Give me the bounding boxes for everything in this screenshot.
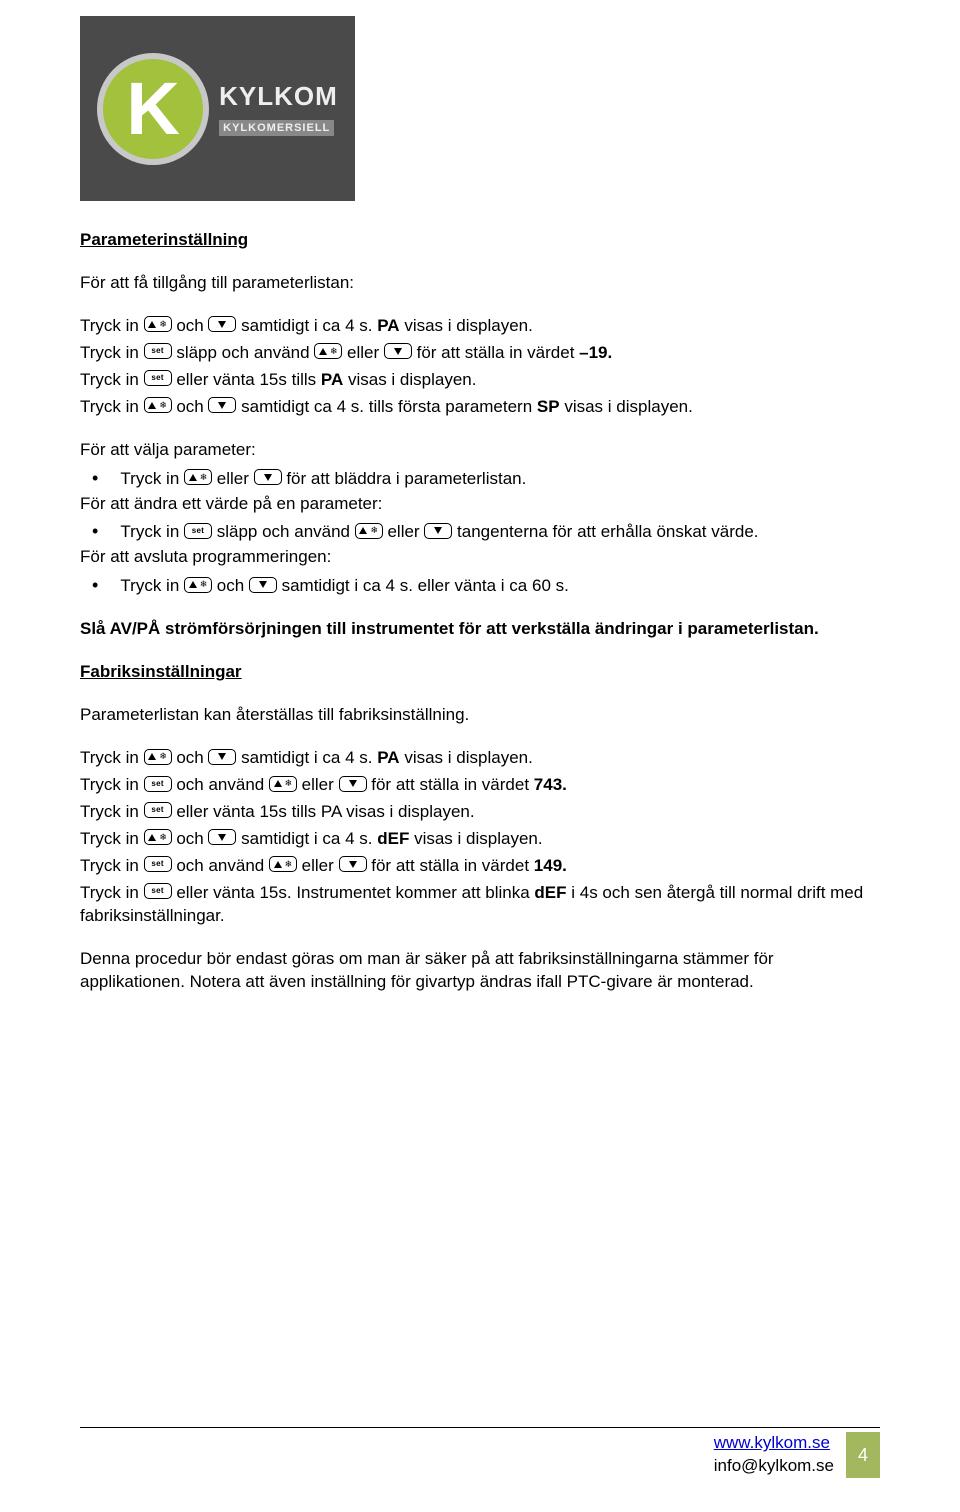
down-button-icon [254,469,282,485]
sub-heading: För att avsluta programmeringen: [80,546,880,569]
down-button-icon [208,397,236,413]
footer-email: info@kylkom.se [714,1456,834,1475]
up-button-icon: ❄ [184,469,212,485]
instruction-line: Tryck in set släpp och använd ❄ eller fö… [80,342,880,365]
logo-tagline: KYLKOMERSIELL [219,120,334,137]
up-button-icon: ❄ [269,856,297,872]
instruction-line: Tryck in ❄ och samtidigt i ca 4 s. dEF v… [80,828,880,851]
section-title-factory: Fabriksinställningar [80,661,880,684]
instruction-line: Tryck in ❄ och samtidigt i ca 4 s. PA vi… [80,747,880,770]
bullet-item: Tryck in set släpp och använd ❄ eller ta… [116,519,880,544]
instruction-line: Tryck in set och använd ❄ eller för att … [80,774,880,797]
down-button-icon [339,776,367,792]
instruction-line: Tryck in set eller vänta 15s tills PA vi… [80,369,880,392]
down-button-icon [339,856,367,872]
footer-links: www.kylkom.se info@kylkom.se [714,1432,846,1478]
up-button-icon: ❄ [144,397,172,413]
page-content: K KYLKOM KYLKOMERSIELL Parameterinställn… [0,0,960,994]
logo-brand: KYLKOM [219,79,338,114]
up-button-icon: ❄ [269,776,297,792]
instruction-line: Tryck in set eller vänta 15s tills PA vi… [80,801,880,824]
set-button-icon: set [144,802,172,818]
set-button-icon: set [144,856,172,872]
instruction-line: Tryck in set och använd ❄ eller för att … [80,855,880,878]
set-button-icon: set [144,776,172,792]
up-button-icon: ❄ [144,316,172,332]
set-button-icon: set [144,343,172,359]
up-button-icon: ❄ [355,523,383,539]
logo-circle: K [97,53,209,165]
note-text: Denna procedur bör endast göras om man ä… [80,948,880,994]
up-button-icon: ❄ [144,749,172,765]
down-button-icon [208,749,236,765]
section-title-parameter: Parameterinställning [80,229,880,252]
bullet-item: Tryck in ❄ och samtidigt i ca 4 s. eller… [116,573,880,598]
page-number: 4 [846,1432,880,1478]
up-button-icon: ❄ [314,343,342,359]
set-button-icon: set [184,523,212,539]
up-button-icon: ❄ [184,577,212,593]
logo-text: KYLKOM KYLKOMERSIELL [219,79,338,137]
intro-text: Parameterlistan kan återställas till fab… [80,704,880,727]
down-button-icon [384,343,412,359]
footer-rule [80,1427,880,1428]
sub-heading: För att välja parameter: [80,439,880,462]
up-button-icon: ❄ [144,829,172,845]
set-button-icon: set [144,883,172,899]
bullet-item: Tryck in ❄ eller för att bläddra i param… [116,466,880,491]
warning-text: Slå AV/PÅ strömförsörjningen till instru… [80,618,880,641]
instruction-line: Tryck in ❄ och samtidigt i ca 4 s. PA vi… [80,315,880,338]
down-button-icon [424,523,452,539]
footer: www.kylkom.se info@kylkom.se 4 [714,1432,880,1478]
set-button-icon: set [144,370,172,386]
logo-letter: K [126,72,179,146]
intro-text: För att få tillgång till parameterlistan… [80,272,880,295]
down-button-icon [208,316,236,332]
down-button-icon [249,577,277,593]
logo: K KYLKOM KYLKOMERSIELL [80,16,355,201]
sub-heading: För att ändra ett värde på en parameter: [80,493,880,516]
down-button-icon [208,829,236,845]
instruction-line: Tryck in ❄ och samtidigt ca 4 s. tills f… [80,396,880,419]
instruction-line: Tryck in set eller vänta 15s. Instrument… [80,882,880,928]
footer-website-link[interactable]: www.kylkom.se [714,1433,830,1452]
